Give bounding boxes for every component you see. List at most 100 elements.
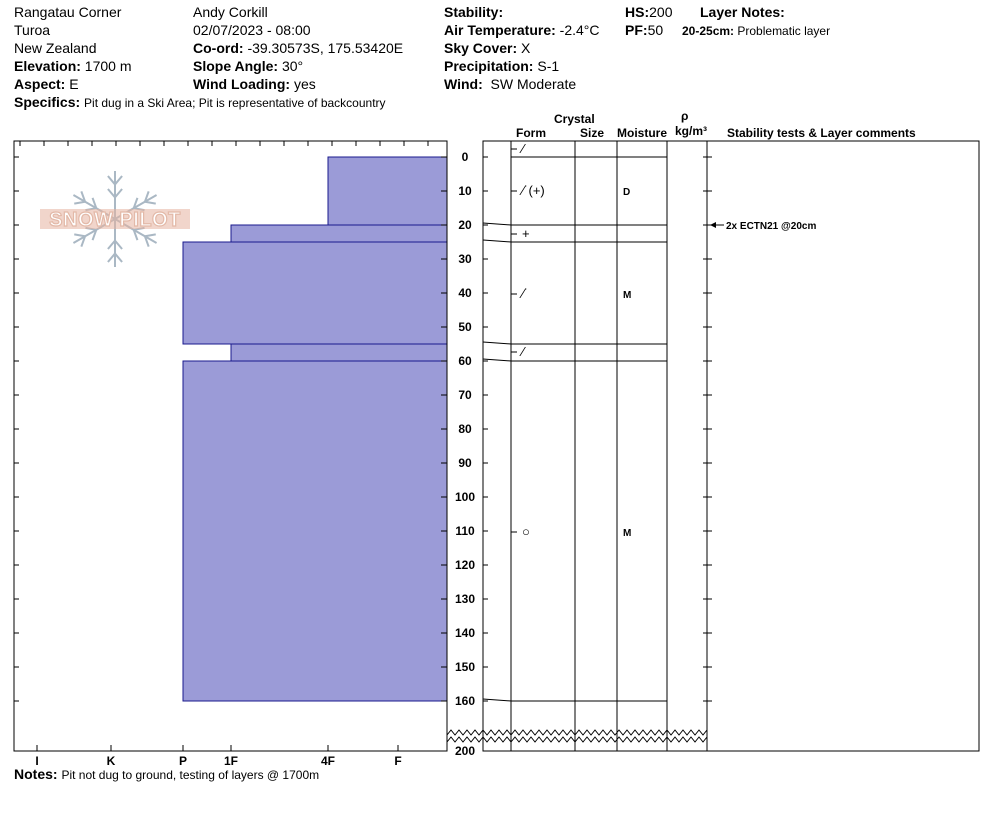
- layer-note-text: Problematic layer: [737, 24, 831, 38]
- pf-label: PF:: [625, 22, 648, 38]
- penetration-foot: PF:50: [625, 22, 663, 38]
- col-crystal: Crystal: [554, 112, 595, 126]
- layer-notes-label: Layer Notes:: [700, 4, 785, 20]
- depth-tick-label: 90: [458, 456, 472, 470]
- logo-flake-branch: [74, 200, 86, 205]
- location: Rangatau Corner: [14, 4, 122, 20]
- depth-tick-label: 40: [458, 286, 472, 300]
- datetime: 02/07/2023 - 08:00: [193, 22, 311, 38]
- sky-label: Sky Cover:: [444, 40, 518, 56]
- specifics: Specifics: Pit dug in a Ski Area; Pit is…: [14, 94, 386, 111]
- hardness-category-label: 4F: [321, 754, 335, 768]
- aspect-value: E: [69, 76, 79, 92]
- hs-label: HS:: [625, 4, 650, 20]
- depth-tick-label: 100: [455, 490, 475, 504]
- slope-value: 30°: [281, 58, 304, 74]
- layer-boundary-connector: [482, 341, 512, 345]
- layer-note: 20-25cm: Problematic layer: [682, 23, 830, 39]
- depth-tick-label: 120: [455, 558, 475, 572]
- precip-value: S-1: [537, 58, 560, 74]
- col-form: Form: [516, 126, 546, 140]
- air-temperature: Air Temperature: -2.4°C: [444, 22, 600, 38]
- specifics-label: Specifics:: [14, 94, 81, 110]
- layer-boundary-connector: [482, 222, 512, 226]
- layer-note-range: 20-25cm:: [682, 24, 735, 38]
- depth-tick-label: 50: [458, 320, 472, 334]
- area: Turoa: [14, 22, 51, 38]
- col-stability-tests: Stability tests & Layer comments: [727, 126, 916, 140]
- moisture-value: D: [623, 187, 630, 198]
- depth-tick-label: 70: [458, 388, 472, 402]
- depth-tick-label: 110: [455, 524, 475, 538]
- logo-flake-branch: [107, 252, 116, 263]
- observer: Andy Corkill: [193, 4, 268, 20]
- stability: Stability:: [444, 4, 503, 20]
- logo-flake-branch: [80, 235, 87, 247]
- stability-label: Stability:: [444, 4, 504, 20]
- depth-tick-label: 60: [458, 354, 472, 368]
- depth-tick-label: 200: [455, 744, 475, 758]
- depth-tick-label: 160: [455, 694, 475, 708]
- hardness-category-label: K: [107, 754, 116, 768]
- layer-boundary-connector: [482, 358, 512, 362]
- hardness-bar: [230, 224, 448, 243]
- sky-cover: Sky Cover: X: [444, 40, 530, 56]
- depth-tick-label: 20: [458, 218, 472, 232]
- hardness-category-label: P: [179, 754, 187, 768]
- logo-flake-branch: [107, 188, 116, 199]
- notes-label: Notes:: [14, 766, 58, 782]
- country: New Zealand: [14, 40, 97, 56]
- precipitation: Precipitation: S-1: [444, 58, 559, 74]
- crystal-form: ⁄: [519, 344, 526, 359]
- crystal-form: ⁄: [519, 141, 526, 156]
- profile-table-frame: [482, 140, 980, 752]
- logo-flake-branch: [107, 175, 116, 186]
- elevation-value: 1700 m: [84, 58, 132, 74]
- wind-loading-value: yes: [293, 76, 316, 92]
- logo-flake-branch: [91, 197, 98, 209]
- stability-test-arrowhead: [710, 222, 716, 228]
- wind-label: Wind:: [444, 76, 483, 92]
- logo-flake-branch: [144, 233, 156, 238]
- col-size: Size: [580, 126, 605, 140]
- layer-boundary-connector: [482, 239, 512, 243]
- hardness-category-label: I: [35, 754, 38, 768]
- snow-height: HS:200: [625, 4, 672, 20]
- col-rho: ρ: [681, 109, 689, 123]
- layer-boundary-connector: [482, 698, 512, 702]
- depth-tick-label: 150: [455, 660, 475, 674]
- logo-flake-branch: [114, 252, 123, 263]
- elevation-label: Elevation:: [14, 58, 81, 74]
- logo-flake-branch: [114, 175, 123, 186]
- stability-test-text: 2x ECTN21 @20cm: [726, 221, 816, 232]
- air-temp-value: -2.4°C: [559, 22, 600, 38]
- moisture-value: M: [623, 290, 631, 301]
- hardness-category-label: 1F: [224, 754, 238, 768]
- logo-flake-branch: [132, 197, 139, 209]
- logo-flake-branch: [114, 239, 123, 250]
- notes-value: Pit not dug to ground, testing of layers…: [61, 768, 320, 782]
- logo-flake-branch: [143, 235, 150, 247]
- crystal-form: +: [522, 226, 530, 241]
- logo-text: SNOW PILOT: [49, 209, 181, 231]
- slope-angle: Slope Angle: 30°: [193, 58, 303, 74]
- depth-tick-label: 130: [455, 592, 475, 606]
- logo-flake-branch: [143, 191, 150, 203]
- depth-tick-label: 10: [458, 184, 472, 198]
- scale-break: [446, 735, 708, 743]
- scale-break: [446, 728, 708, 736]
- wind-value: SW Moderate: [490, 76, 577, 92]
- hardness-bar: [182, 360, 448, 702]
- depth-tick-label: 0: [462, 150, 469, 164]
- sky-value: X: [521, 40, 531, 56]
- hardness-bar: [230, 343, 448, 362]
- slope-label: Slope Angle:: [193, 58, 279, 74]
- elevation: Elevation: 1700 m: [14, 58, 132, 74]
- logo-flake-branch: [74, 233, 86, 238]
- aspect-label: Aspect:: [14, 76, 66, 92]
- logo-flake-branch: [132, 229, 139, 241]
- depth-tick-label: 30: [458, 252, 472, 266]
- air-temp-label: Air Temperature:: [444, 22, 556, 38]
- depth-tick-label: 140: [455, 626, 475, 640]
